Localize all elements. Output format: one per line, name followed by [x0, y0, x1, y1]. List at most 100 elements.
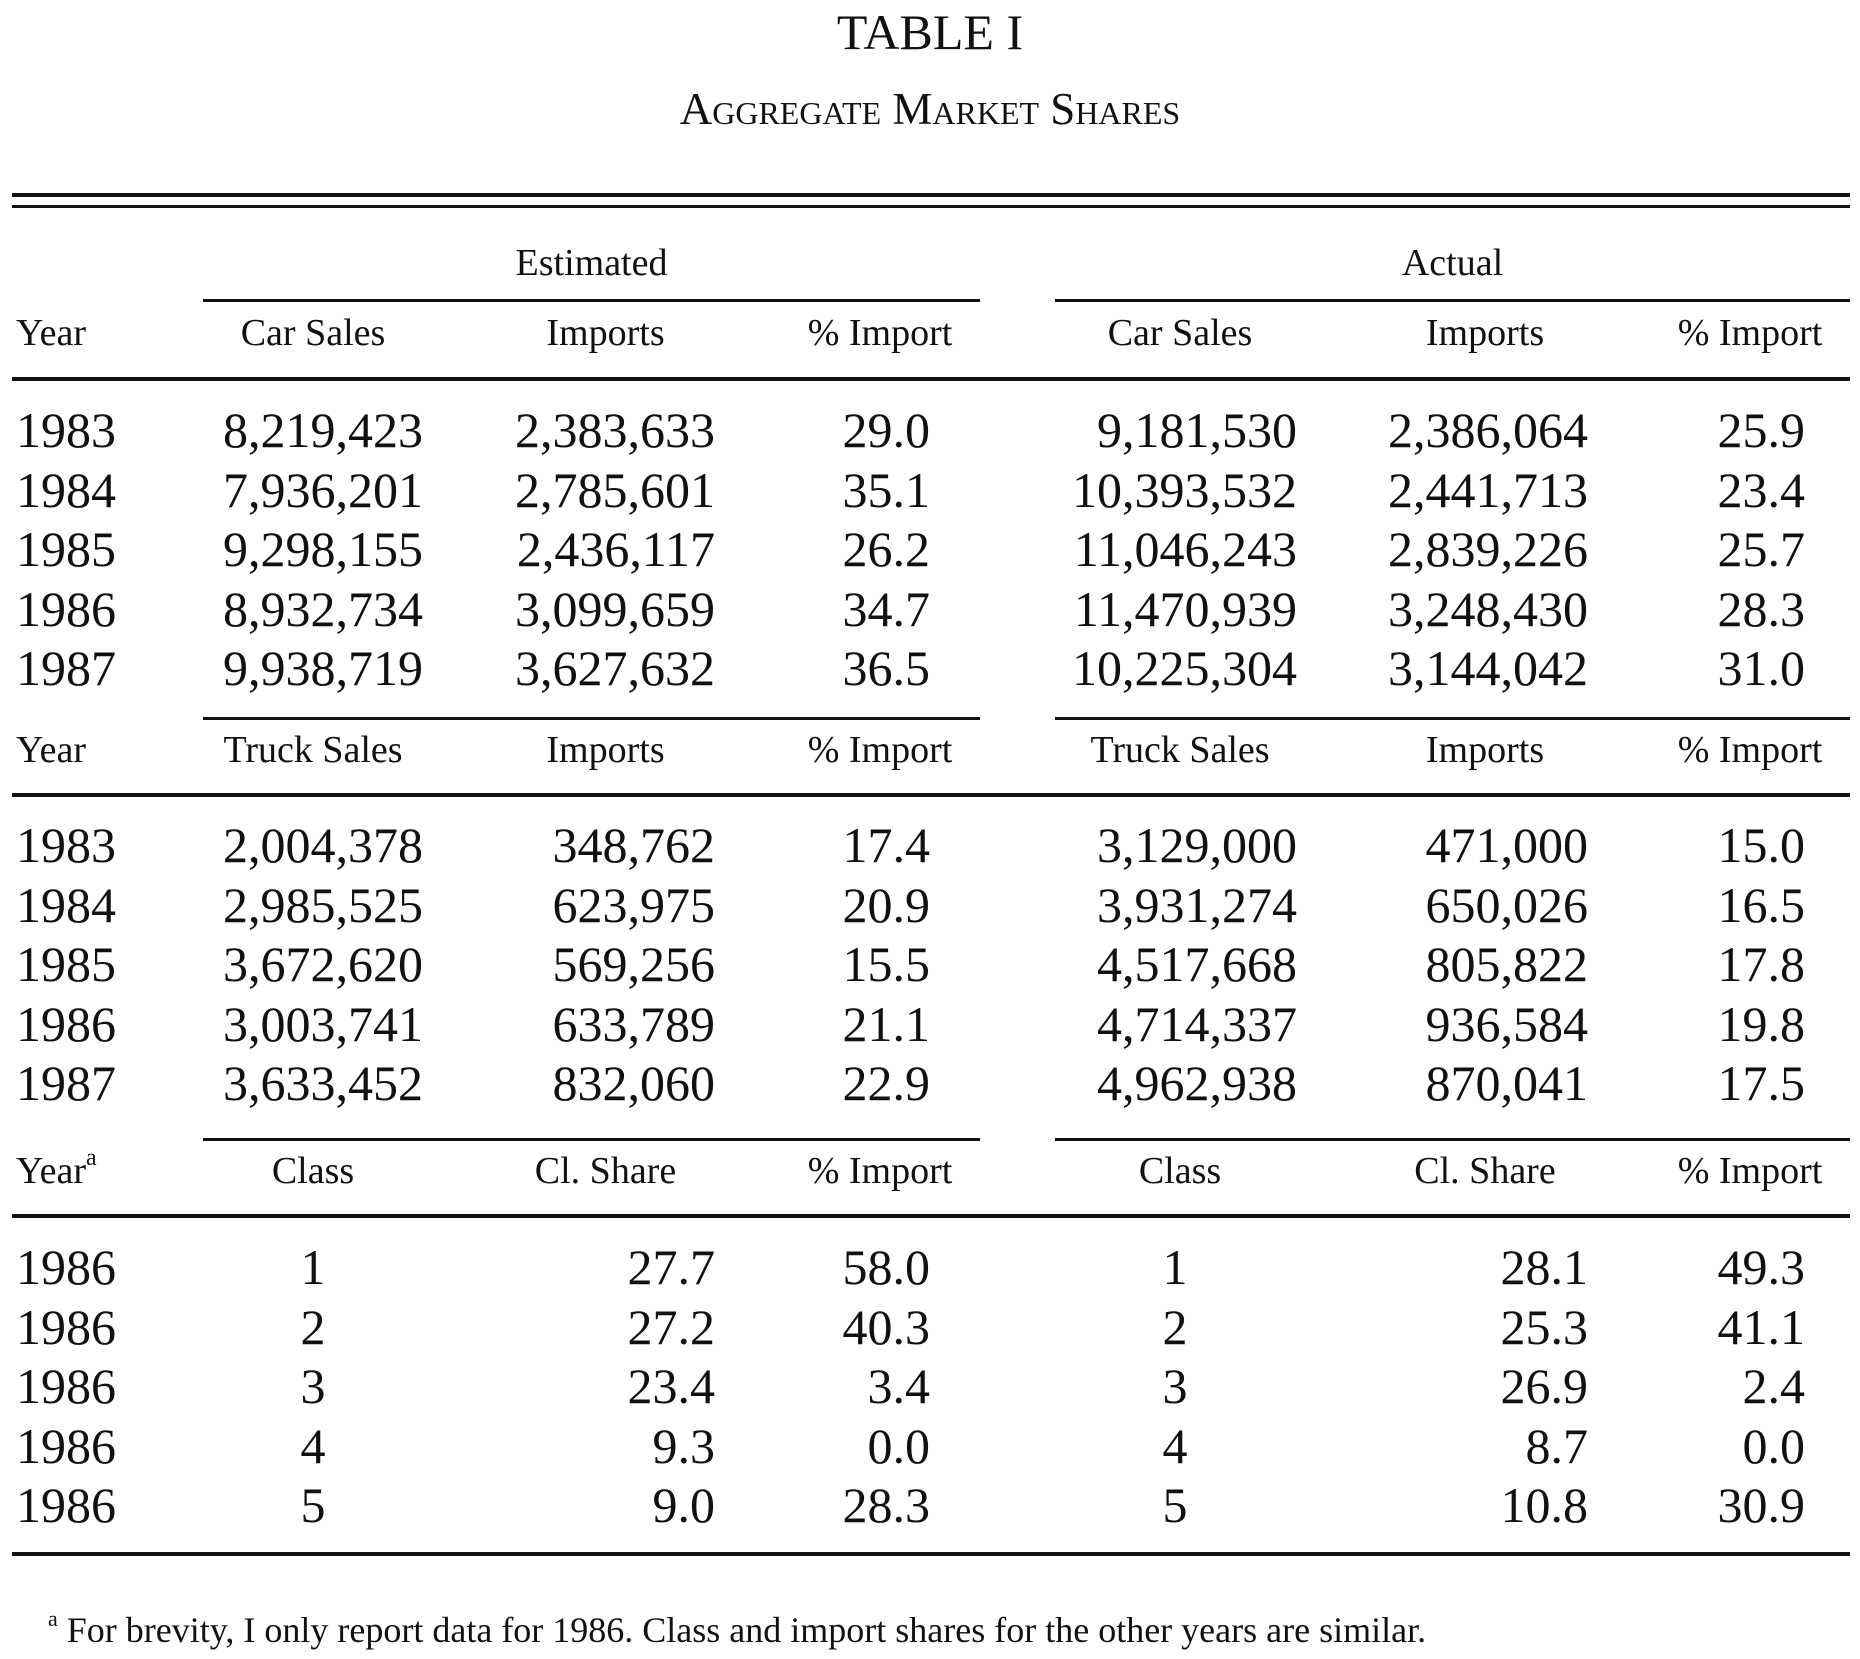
table-title: TABLE I: [836, 4, 1024, 60]
table-cell: 8.7: [1525, 1417, 1589, 1474]
column-header: Class: [1055, 1148, 1305, 1194]
table-cell: 9,298,155: [223, 521, 423, 577]
column-header-label: % Import: [807, 729, 953, 771]
table-cell: 27.7: [627, 1239, 716, 1295]
column-header-label: Cl. Share: [534, 1150, 677, 1192]
table-cell: 870,041: [1425, 1055, 1589, 1111]
table-cell: 3,099,659: [515, 580, 715, 637]
table-cell: 569,256: [552, 936, 716, 992]
column-header-label: Truck Sales: [1090, 729, 1270, 771]
table-cell: 5: [1162, 1477, 1188, 1533]
column-header: % Import: [1650, 310, 1850, 356]
table-cell: 0.0: [1742, 1417, 1806, 1474]
column-header: Car Sales: [1055, 310, 1305, 356]
column-header: Imports: [1370, 727, 1600, 773]
table-cell: 2: [1162, 1298, 1188, 1355]
table-cell: 10.8: [1500, 1477, 1589, 1533]
column-header: % Import: [780, 310, 980, 356]
table-cell: 11,470,939: [1073, 580, 1297, 637]
table-cell: 19.8: [1717, 995, 1806, 1052]
column-header-label: % Import: [1677, 1150, 1823, 1192]
table-cell: 58.0: [842, 1239, 931, 1295]
table-cell: 805,822: [1425, 936, 1589, 992]
group-header-actual: Actual: [1401, 242, 1504, 284]
table-cell: 31.0: [1717, 640, 1806, 696]
table-cell: 15.0: [1717, 817, 1806, 873]
section-2-group-rule-actual: [1055, 717, 1850, 720]
column-header-label: Imports: [1425, 312, 1545, 354]
table-cell: 633,789: [552, 995, 716, 1052]
table-cell: 650,026: [1425, 876, 1589, 933]
table-cell: 2,785,601: [515, 461, 715, 518]
year-cell: 1983: [16, 817, 116, 873]
table-cell: 41.1: [1717, 1298, 1806, 1355]
footnote-text: For brevity, I only report data for 1986…: [66, 1610, 1427, 1650]
table-subtitle: Aggregate Market Shares: [679, 84, 1181, 134]
table-cell: 2,985,525: [223, 876, 423, 933]
year-cell: 1986: [16, 1239, 116, 1295]
footnote-marker: a: [48, 1606, 58, 1631]
table-cell: 3.4: [867, 1358, 931, 1414]
table-cell: 3: [1162, 1358, 1188, 1414]
table-cell: 28.3: [842, 1477, 931, 1533]
table-cell: 25.3: [1500, 1298, 1589, 1355]
column-header: Car Sales: [203, 310, 423, 356]
table-cell: 2,386,064: [1388, 402, 1588, 458]
table-cell: 17.8: [1717, 936, 1806, 992]
year-cell: 1983: [16, 402, 116, 458]
table-cell: 832,060: [552, 1055, 716, 1111]
table-cell: 28.1: [1500, 1239, 1589, 1295]
table-cell: 36.5: [842, 640, 931, 696]
year-cell: 1986: [16, 1298, 116, 1355]
section-3-header-rule: [12, 1214, 1850, 1218]
table-cell: 30.9: [1717, 1477, 1806, 1533]
column-header: Class: [203, 1148, 423, 1194]
table-cell: 2,839,226: [1388, 521, 1588, 577]
table-cell: 34.7: [842, 580, 931, 637]
column-header: Truck Sales: [1055, 727, 1305, 773]
column-header-label: Year: [16, 1150, 87, 1192]
table-cell: 3,003,741: [223, 995, 423, 1052]
year-cell: 1986: [16, 1417, 116, 1474]
table-cell: 11,046,243: [1073, 521, 1297, 577]
table-cell: 8,219,423: [223, 402, 423, 458]
column-header-label: Car Sales: [240, 312, 386, 354]
table-cell: 9.3: [652, 1417, 716, 1474]
table-cell: 2,441,713: [1388, 461, 1588, 518]
table-cell: 17.5: [1717, 1055, 1806, 1111]
table-cell: 3,248,430: [1388, 580, 1588, 637]
column-header: Imports: [1370, 310, 1600, 356]
table-cell: 471,000: [1425, 817, 1589, 873]
table-cell: 9,181,530: [1097, 402, 1297, 458]
column-header-label: % Import: [807, 312, 953, 354]
year-cell: 1986: [16, 580, 116, 637]
section-2-group-rule-estimated: [203, 717, 980, 720]
column-header: % Import: [780, 727, 980, 773]
table-cell: 3,633,452: [223, 1055, 423, 1111]
table-cell: 15.5: [842, 936, 931, 992]
column-header: Cl. Share: [1370, 1148, 1600, 1194]
table-cell: 2,004,378: [223, 817, 423, 873]
bottom-rule: [12, 1552, 1850, 1556]
column-header-label: Year: [16, 729, 87, 771]
column-header: % Import: [1650, 1148, 1850, 1194]
table-cell: 27.2: [627, 1298, 716, 1355]
table-cell: 10,225,304: [1072, 640, 1297, 696]
column-header-label: Imports: [546, 312, 665, 354]
group-header-estimated: Estimated: [515, 242, 668, 284]
year-cell: 1987: [16, 640, 116, 696]
section-1-header-rule: [12, 377, 1850, 381]
table-cell: 9,938,719: [223, 640, 423, 696]
table-cell: 4,962,938: [1097, 1055, 1297, 1111]
year-cell: 1986: [16, 1358, 116, 1414]
section-3-group-rule-estimated: [203, 1138, 980, 1141]
table-cell: 22.9: [842, 1055, 931, 1111]
year-cell: 1985: [16, 936, 116, 992]
table-cell: 20.9: [842, 876, 931, 933]
column-header-label: % Import: [1677, 312, 1823, 354]
table-cell: 5: [300, 1477, 326, 1533]
table-cell: 2,383,633: [515, 402, 715, 458]
column-header-label: Cl. Share: [1414, 1150, 1556, 1192]
table-cell: 23.4: [627, 1358, 716, 1414]
column-header-label: Truck Sales: [223, 729, 403, 771]
